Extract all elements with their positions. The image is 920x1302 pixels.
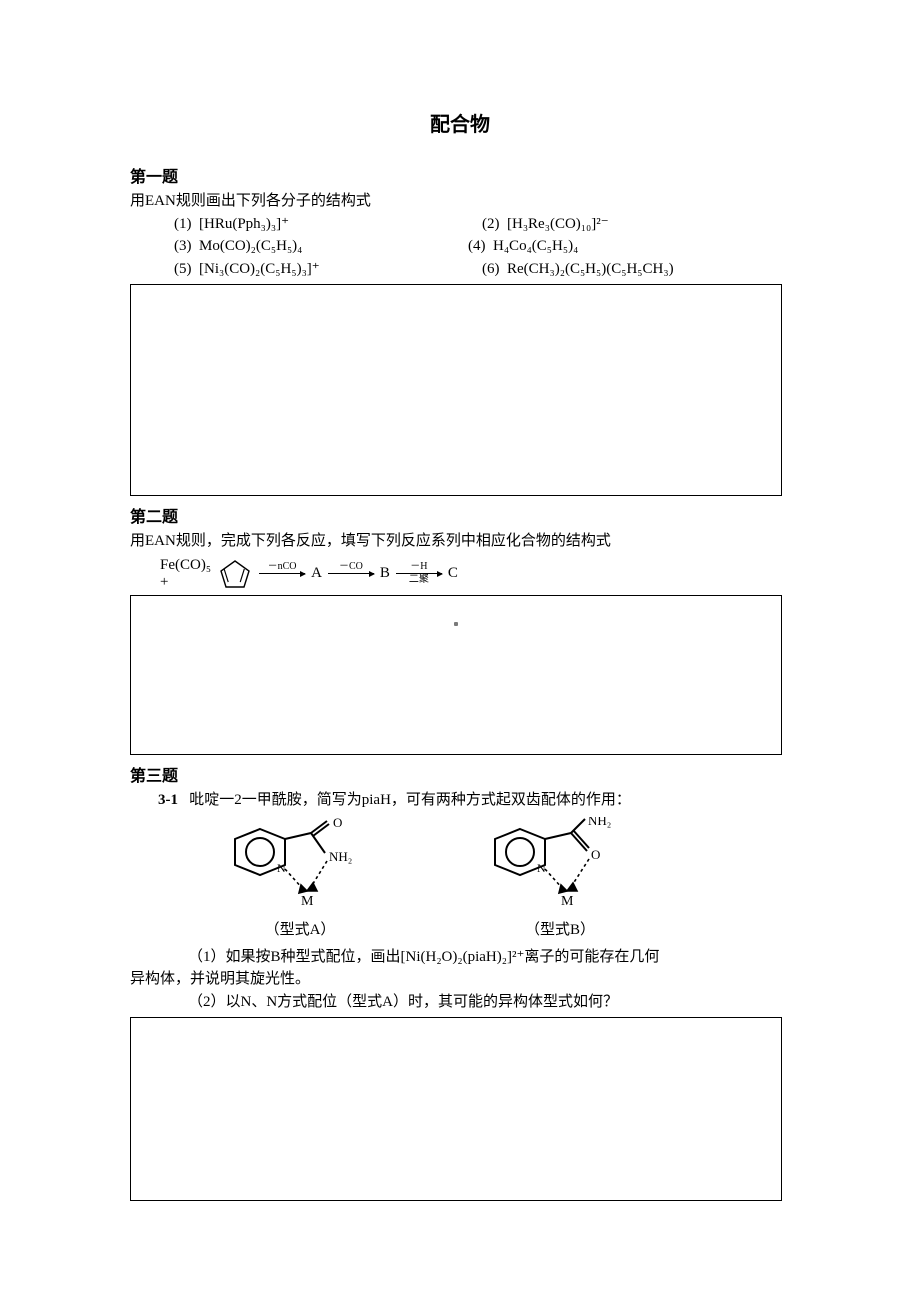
q1-num: (2) — [482, 216, 500, 232]
piaH-form-A-icon: O NH₂ N M — [215, 817, 385, 917]
product-C: C — [448, 562, 458, 585]
q1-row: (5) [Ni₃(CO)₂(C₅H₅)₃]⁺ (6) Re(CH₃)₂(C₅H₅… — [174, 258, 790, 281]
q1-heading: 第一题 — [130, 166, 790, 190]
q1-formula-list: (1) [HRu(Pph₃)₃]⁺ (2) [H₃Re₃(CO)₁₀]²⁻ (3… — [174, 213, 790, 281]
q3-body: 3-1 吡啶一2一甲酰胺，简写为piaH，可有两种方式起双齿配体的作用： O N… — [130, 789, 790, 1014]
arrow-step-3: －H 二聚 — [396, 562, 442, 585]
q3-p2: （2）以N、N方式配位（型式A）时，其可能的异构体型式如何？ — [130, 991, 790, 1014]
arrow-bot-label: 二聚 — [409, 575, 429, 585]
arrow-icon — [396, 573, 442, 574]
q1-answer-box — [130, 284, 782, 496]
q3-heading: 第三题 — [130, 765, 790, 789]
svg-text:M: M — [301, 894, 314, 909]
svg-text:N: N — [537, 861, 546, 875]
q3-sub-text: 吡啶一2一甲酰胺，简写为piaH，可有两种方式起双齿配体的作用： — [189, 792, 631, 808]
piaH-form-B-icon: NH₂ O N M — [475, 817, 645, 917]
q3-sub: 3-1 吡啶一2一甲酰胺，简写为piaH，可有两种方式起双齿配体的作用： — [130, 789, 790, 812]
q2-heading: 第二题 — [130, 506, 790, 530]
q3-figures: O NH₂ N M （型式A） — [170, 817, 790, 942]
q1-item: (4) H₄Co₄(C₅H₅)₄ — [468, 235, 790, 258]
arrow-top-label: －H — [410, 562, 427, 572]
arrow-step-1: －nCO — [259, 562, 305, 585]
q2-start-bot: + — [160, 574, 211, 591]
q1-body: 用EAN规则画出下列各分子的结构式 (1) [HRu(Pph₃)₃]⁺ (2) … — [130, 190, 790, 280]
q2-reaction-scheme: Fe(CO)₅ + －nCO A －CO B －H — [160, 557, 790, 591]
svg-text:M: M — [561, 894, 574, 909]
q2-body: 用EAN规则，完成下列各反应，填写下列反应系列中相应化合物的结构式 Fe(CO)… — [130, 530, 790, 591]
q1-formula: [HRu(Pph₃)₃]⁺ — [199, 216, 289, 232]
q1-num: (1) — [174, 216, 192, 232]
figure-A-caption: （型式A） — [265, 919, 336, 942]
q1-item: (2) [H₃Re₃(CO)₁₀]²⁻ — [482, 213, 790, 236]
svg-text:O: O — [333, 817, 342, 830]
q3-sub-label: 3-1 — [158, 792, 178, 808]
arrow-top-label: －CO — [339, 562, 363, 572]
q2-answer-box — [130, 595, 782, 755]
q1-item: (6) Re(CH₃)₂(C₅H₅)(C₅H₅CH₃) — [482, 258, 790, 281]
svg-text:O: O — [591, 847, 600, 862]
q1-row: (3) Mo(CO)₂(C₅H₅)₄ (4) H₄Co₄(C₅H₅)₄ — [174, 235, 790, 258]
q1-intro: 用EAN规则画出下列各分子的结构式 — [130, 190, 790, 213]
cyclopentadiene-icon — [217, 557, 253, 591]
arrow-top-label: －nCO — [268, 562, 297, 572]
arrow-step-2: －CO — [328, 562, 374, 585]
figure-B: NH₂ O N M （型式B） — [430, 817, 690, 942]
q1-item: (5) [Ni₃(CO)₂(C₅H₅)₃]⁺ — [174, 258, 482, 281]
q1-formula: H₄Co₄(C₅H₅)₄ — [493, 238, 578, 254]
q1-row: (1) [HRu(Pph₃)₃]⁺ (2) [H₃Re₃(CO)₁₀]²⁻ — [174, 213, 790, 236]
q1-item: (3) Mo(CO)₂(C₅H₅)₄ — [174, 235, 496, 258]
q1-formula: Mo(CO)₂(C₅H₅)₄ — [199, 238, 302, 254]
svg-text:NH₂: NH₂ — [588, 817, 611, 828]
dot-icon — [454, 622, 458, 626]
q2-start-top: Fe(CO)₅ — [160, 557, 211, 574]
figure-B-caption: （型式B） — [525, 919, 595, 942]
page-title: 配合物 — [130, 110, 790, 140]
q1-formula: [H₃Re₃(CO)₁₀]²⁻ — [507, 216, 609, 232]
q2-start: Fe(CO)₅ + — [160, 557, 211, 590]
q1-num: (5) — [174, 261, 192, 277]
page: 配合物 第一题 用EAN规则画出下列各分子的结构式 (1) [HRu(Pph₃)… — [0, 0, 920, 1271]
q3-p1a: （1）如果按B种型式配位，画出[Ni(H₂O)₂(piaH)₂]²⁺离子的可能存… — [130, 946, 790, 969]
intermediate-B: B — [380, 562, 390, 585]
arrow-icon — [259, 573, 305, 574]
svg-text:N: N — [277, 861, 286, 875]
intermediate-A: A — [311, 562, 322, 585]
svg-text:NH₂: NH₂ — [329, 849, 352, 864]
q1-formula: [Ni₃(CO)₂(C₅H₅)₃]⁺ — [199, 261, 320, 277]
q3-answer-box — [130, 1017, 782, 1201]
q1-num: (6) — [482, 261, 500, 277]
arrow-icon — [328, 573, 374, 574]
figure-A: O NH₂ N M （型式A） — [170, 817, 430, 942]
q1-num: (3) — [174, 238, 192, 254]
q1-num: (4) — [468, 238, 486, 254]
q2-intro: 用EAN规则，完成下列各反应，填写下列反应系列中相应化合物的结构式 — [130, 530, 790, 553]
q1-item: (1) [HRu(Pph₃)₃]⁺ — [174, 213, 482, 236]
q1-formula: Re(CH₃)₂(C₅H₅)(C₅H₅CH₃) — [507, 261, 674, 277]
q3-p1b: 异构体，并说明其旋光性。 — [130, 968, 790, 991]
